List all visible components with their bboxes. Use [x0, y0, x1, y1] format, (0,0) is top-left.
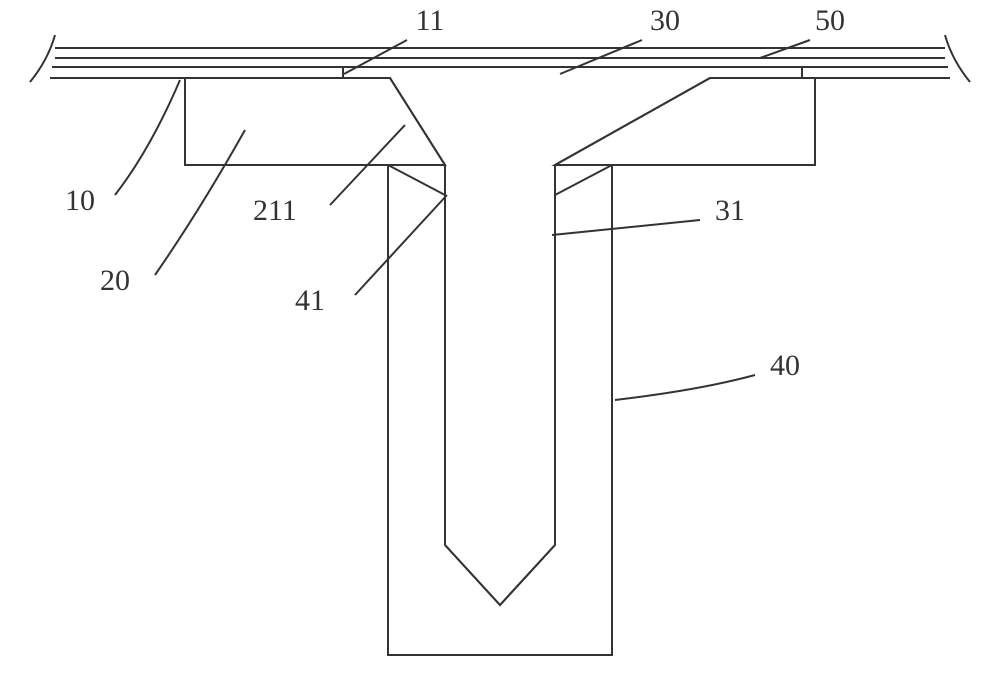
- label-20: 20: [100, 264, 130, 297]
- label-10: 10: [65, 184, 95, 217]
- leader-31: [552, 220, 700, 235]
- top-arc-right: [945, 35, 970, 82]
- label-40: 40: [770, 349, 800, 382]
- leader-40: [615, 375, 755, 400]
- element-40: [388, 165, 612, 655]
- chamfer-right: [555, 165, 612, 195]
- label-31: 31: [715, 194, 745, 227]
- chamfer-left: [388, 165, 445, 195]
- engineering-diagram: 11 30 50 10 211 31 20 41 40: [0, 0, 1000, 696]
- label-41: 41: [295, 284, 325, 317]
- leader-10: [115, 80, 180, 195]
- top-arc-left: [30, 35, 55, 82]
- element-20-right: [555, 78, 815, 165]
- label-211: 211: [253, 194, 297, 227]
- label-11: 11: [416, 4, 445, 37]
- element-30: [343, 67, 802, 605]
- leader-20: [155, 130, 245, 275]
- label-50: 50: [815, 4, 845, 37]
- element-41-cavity: [445, 165, 555, 605]
- leader-41: [355, 195, 447, 295]
- element-20: [185, 78, 445, 165]
- label-30: 30: [650, 4, 680, 37]
